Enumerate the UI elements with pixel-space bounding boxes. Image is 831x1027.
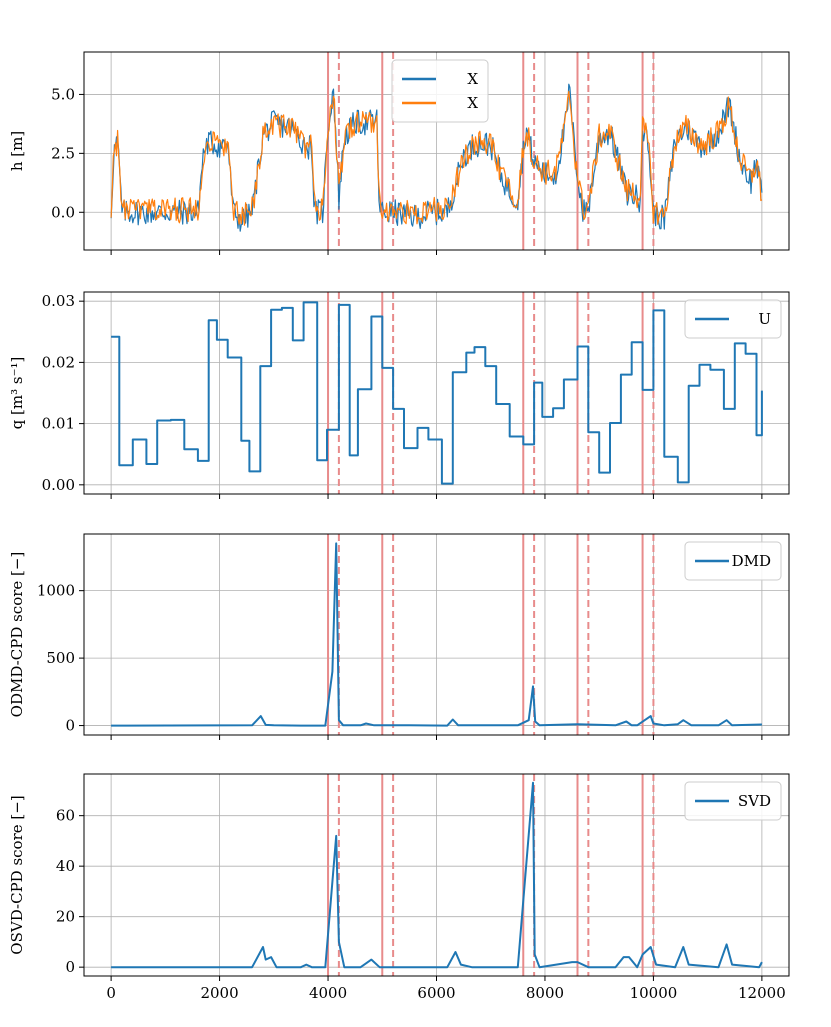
y-axis-label: q [m³ s⁻¹] — [8, 357, 26, 430]
panel-1: 0.0 2.5 5.0 h [m] XX — [8, 51, 790, 255]
y-axis-label: h [m] — [8, 131, 26, 171]
y-tick-label: 1000 — [37, 582, 75, 600]
legend-box — [684, 781, 782, 821]
series-line-dmd — [111, 542, 762, 727]
y-tick-label: 20 — [56, 908, 75, 926]
legend-box — [391, 59, 489, 123]
x-tick-label: 2000 — [200, 984, 238, 1002]
y-tick-label: 60 — [56, 807, 75, 825]
x-tick-label: 12000 — [738, 984, 786, 1002]
y-tick-label: 0.01 — [42, 415, 75, 433]
y-tick-label: 0.0 — [51, 203, 75, 221]
panel-3: 0 500 1000 ODMD-CPD score [−] DMD — [8, 533, 790, 740]
panel-4: 0 20 40 60 0 2000 4000 6000 8000 10000 12000 OSVD-C… — [8, 773, 790, 1002]
series-line-x — [110, 83, 763, 232]
x-tick-label: 8000 — [526, 984, 564, 1002]
y-axis-label: OSVD-CPD score [−] — [8, 795, 26, 954]
series-line-u — [111, 301, 763, 485]
y-tick-label: 0.02 — [42, 353, 75, 371]
series-line-x — [110, 90, 763, 226]
y-tick-label: 0 — [65, 958, 75, 976]
x-tick-label: 0 — [106, 984, 116, 1002]
y-tick-label: 40 — [56, 857, 75, 875]
y-tick-label: 2.5 — [51, 144, 75, 162]
y-tick-label: 0.03 — [42, 292, 75, 310]
y-tick-label: 500 — [46, 649, 75, 667]
legend-box — [684, 299, 782, 339]
legend-label: SVD — [738, 792, 771, 810]
y-tick-label: 5.0 — [51, 85, 75, 103]
panel-2: 0.00 0.01 0.02 0.03 q [m³ s⁻¹] U — [8, 291, 790, 499]
x-tick-label: 4000 — [309, 984, 347, 1002]
x-tick-label: 6000 — [417, 984, 455, 1002]
legend-label: X — [467, 70, 478, 88]
legend-label: DMD — [732, 552, 771, 570]
legend-label: U — [758, 310, 771, 328]
y-tick-label: 0 — [65, 717, 75, 735]
series-line-svd — [111, 781, 763, 969]
legend-label: X — [467, 94, 478, 112]
y-tick-label: 0.00 — [42, 476, 75, 494]
y-axis-label: ODMD-CPD score [−] — [8, 552, 26, 718]
legend-box — [684, 541, 782, 581]
x-tick-label: 10000 — [630, 984, 678, 1002]
